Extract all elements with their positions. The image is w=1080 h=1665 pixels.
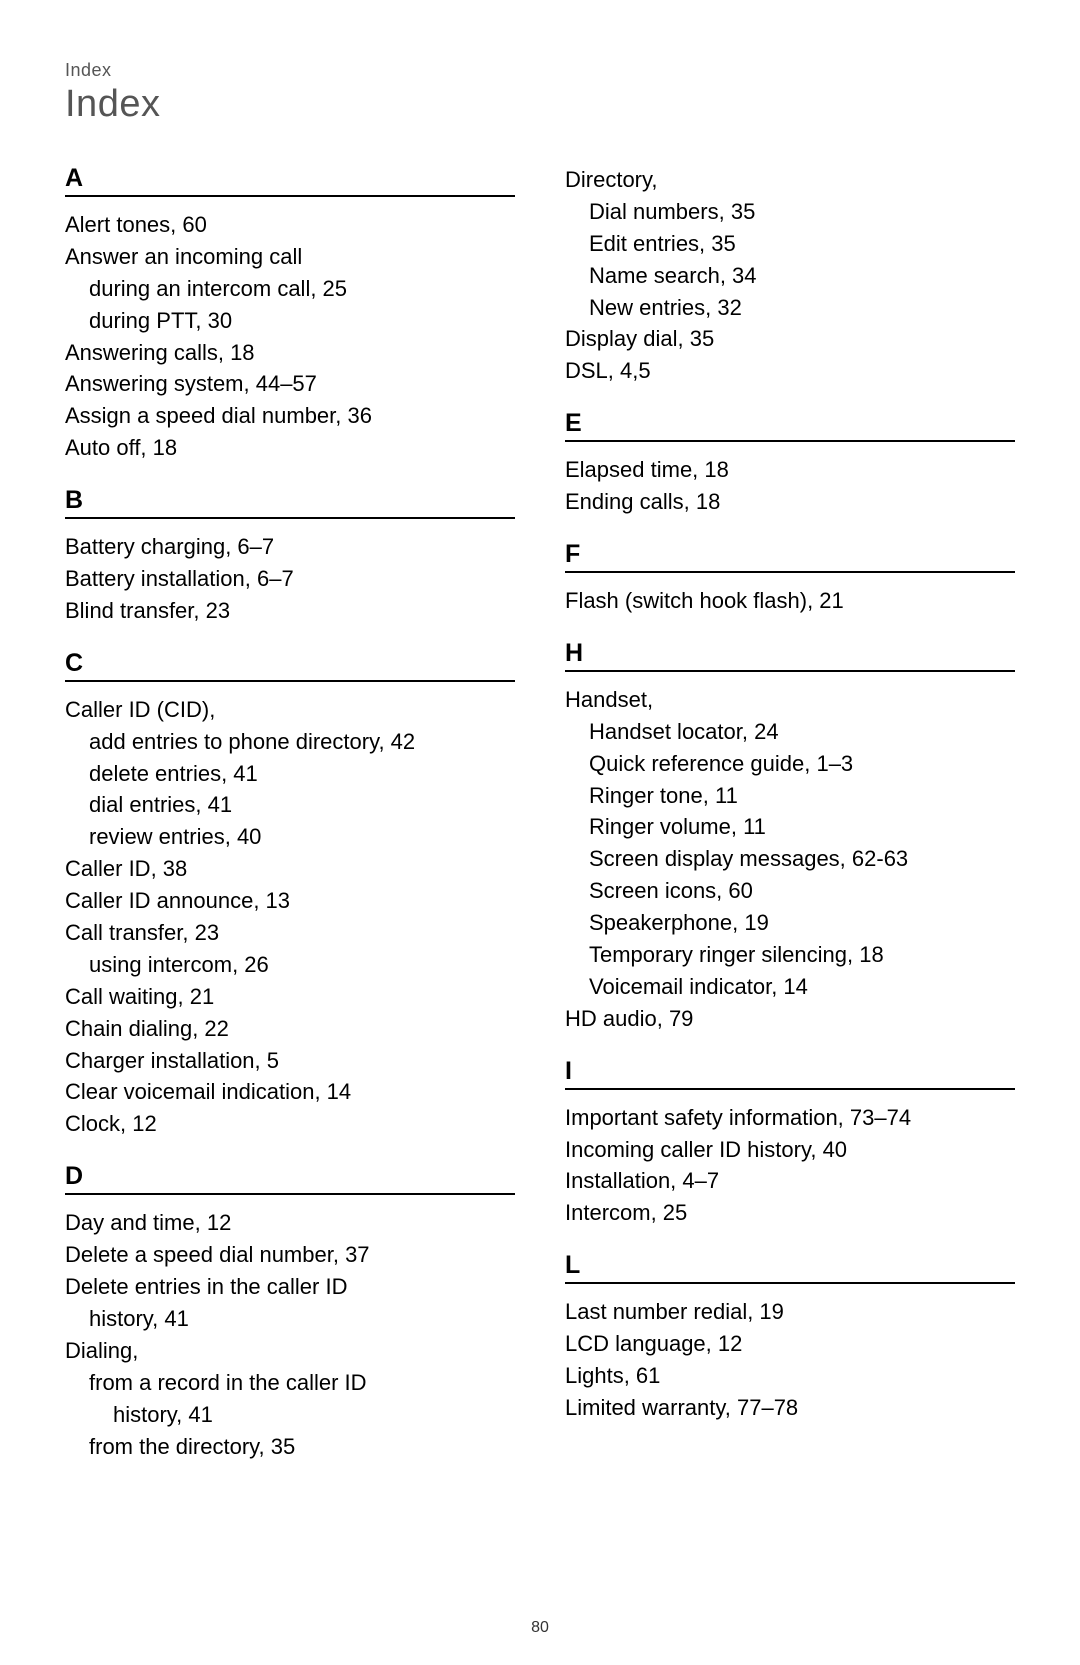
- index-entry: Answering system, 44–57: [65, 368, 515, 400]
- index-entry: Battery charging, 6–7: [65, 531, 515, 563]
- index-entry: Call waiting, 21: [65, 981, 515, 1013]
- index-entry: Day and time, 12: [65, 1207, 515, 1239]
- index-entry: Delete entries in the caller ID: [65, 1271, 515, 1303]
- index-entry: Elapsed time, 18: [565, 454, 1015, 486]
- breadcrumb: Index: [65, 60, 1015, 81]
- index-entry: during an intercom call, 25: [65, 273, 515, 305]
- index-entry: Clear voicemail indication, 14: [65, 1076, 515, 1108]
- index-entry: Chain dialing, 22: [65, 1013, 515, 1045]
- index-entry: Flash (switch hook flash), 21: [565, 585, 1015, 617]
- index-entry: Important safety information, 73–74: [565, 1102, 1015, 1134]
- index-entry: Auto off, 18: [65, 432, 515, 464]
- index-entry: Assign a speed dial number, 36: [65, 400, 515, 432]
- index-entry: from a record in the caller ID: [65, 1367, 515, 1399]
- index-entry: Last number redial, 19: [565, 1296, 1015, 1328]
- index-entry: DSL, 4,5: [565, 355, 1015, 387]
- index-entry: Directory,: [565, 164, 1015, 196]
- index-section-letter: H: [565, 639, 1015, 672]
- index-entry: Dialing,: [65, 1335, 515, 1367]
- index-entry: Intercom, 25: [565, 1197, 1015, 1229]
- index-entry: Blind transfer, 23: [65, 595, 515, 627]
- index-entry: Handset locator, 24: [565, 716, 1015, 748]
- index-entry: Ringer volume, 11: [565, 811, 1015, 843]
- index-entry: Caller ID, 38: [65, 853, 515, 885]
- index-entry: Handset,: [565, 684, 1015, 716]
- index-section-letter: F: [565, 540, 1015, 573]
- index-entry: Screen display messages, 62-63: [565, 843, 1015, 875]
- index-entry: Clock, 12: [65, 1108, 515, 1140]
- index-column-left: AAlert tones, 60Answer an incoming calld…: [65, 164, 515, 1462]
- index-entry: Ringer tone, 11: [565, 780, 1015, 812]
- index-entry: Speakerphone, 19: [565, 907, 1015, 939]
- index-section-letter: E: [565, 409, 1015, 442]
- index-column-right: Directory,Dial numbers, 35Edit entries, …: [565, 164, 1015, 1462]
- index-entry: Dial numbers, 35: [565, 196, 1015, 228]
- index-section-letter: A: [65, 164, 515, 197]
- index-entry: Answering calls, 18: [65, 337, 515, 369]
- index-entry: Caller ID announce, 13: [65, 885, 515, 917]
- index-entry: HD audio, 79: [565, 1003, 1015, 1035]
- index-entry: Name search, 34: [565, 260, 1015, 292]
- index-entry: using intercom, 26: [65, 949, 515, 981]
- index-entry: LCD language, 12: [565, 1328, 1015, 1360]
- index-entry: Installation, 4–7: [565, 1165, 1015, 1197]
- index-entry: Edit entries, 35: [565, 228, 1015, 260]
- index-entry: Charger installation, 5: [65, 1045, 515, 1077]
- index-entry: Temporary ringer silencing, 18: [565, 939, 1015, 971]
- index-entry: Call transfer, 23: [65, 917, 515, 949]
- index-entry: dial entries, 41: [65, 789, 515, 821]
- index-entry: Answer an incoming call: [65, 241, 515, 273]
- index-entry: add entries to phone directory, 42: [65, 726, 515, 758]
- index-section-letter: B: [65, 486, 515, 519]
- index-entry: Lights, 61: [565, 1360, 1015, 1392]
- index-entry: during PTT, 30: [65, 305, 515, 337]
- index-entry: history, 41: [65, 1303, 515, 1335]
- index-columns: AAlert tones, 60Answer an incoming calld…: [65, 164, 1015, 1462]
- index-entry: review entries, 40: [65, 821, 515, 853]
- index-entry: Battery installation, 6–7: [65, 563, 515, 595]
- index-entry: Display dial, 35: [565, 323, 1015, 355]
- index-entry: Delete a speed dial number, 37: [65, 1239, 515, 1271]
- index-entry: Limited warranty, 77–78: [565, 1392, 1015, 1424]
- index-entry: Alert tones, 60: [65, 209, 515, 241]
- page-title: Index: [65, 83, 1015, 126]
- index-section-letter: D: [65, 1162, 515, 1195]
- index-entry: from the directory, 35: [65, 1431, 515, 1463]
- index-entry: Incoming caller ID history, 40: [565, 1134, 1015, 1166]
- index-entry: history, 41: [65, 1399, 515, 1431]
- index-entry: New entries, 32: [565, 292, 1015, 324]
- index-section-letter: I: [565, 1057, 1015, 1090]
- index-entry: Voicemail indicator, 14: [565, 971, 1015, 1003]
- index-entry: delete entries, 41: [65, 758, 515, 790]
- index-entry: Screen icons, 60: [565, 875, 1015, 907]
- index-section-letter: L: [565, 1251, 1015, 1284]
- index-entry: Caller ID (CID),: [65, 694, 515, 726]
- index-entry: Quick reference guide, 1–3: [565, 748, 1015, 780]
- page-number: 80: [0, 1619, 1080, 1637]
- index-entry: Ending calls, 18: [565, 486, 1015, 518]
- index-section-letter: C: [65, 649, 515, 682]
